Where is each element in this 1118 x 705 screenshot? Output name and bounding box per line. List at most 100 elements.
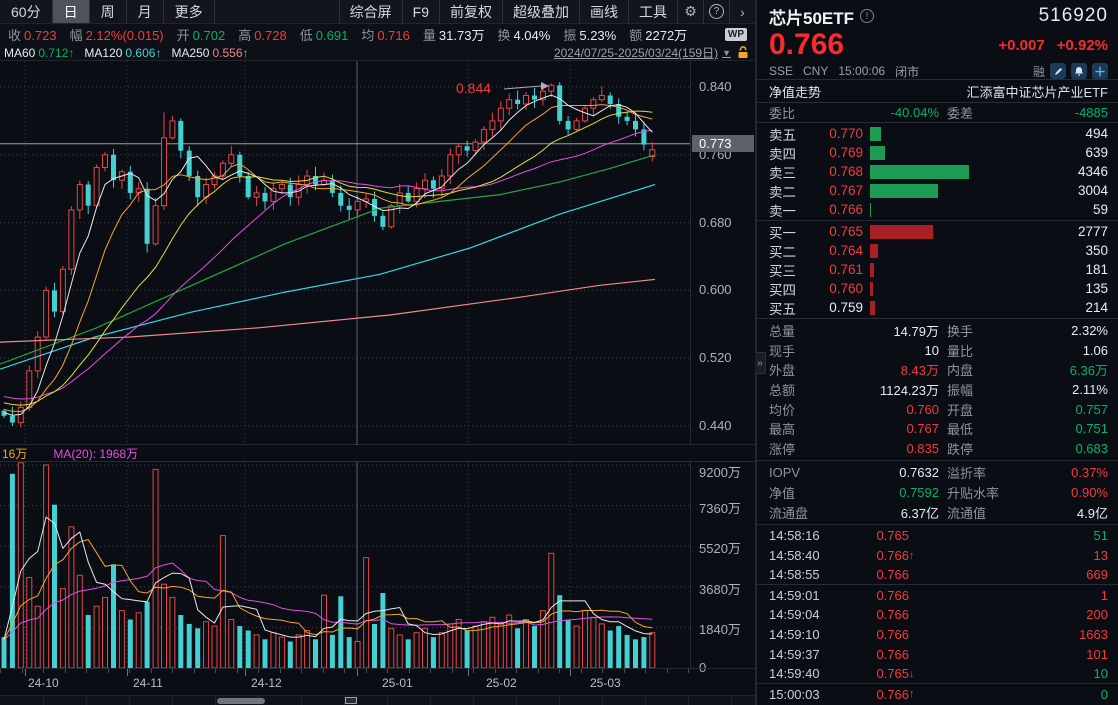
bid-row[interactable]: 买一 0.765 2777	[757, 222, 1118, 241]
bid-level-label: 买二	[769, 244, 796, 260]
period-tabs: 60分日周月更多	[0, 0, 215, 23]
tab-周[interactable]: 周	[90, 0, 127, 23]
quote-item: 量 31.73万	[423, 25, 485, 44]
menu-item-画线[interactable]: 画线	[579, 0, 628, 23]
edit-pencil-icon[interactable]	[1050, 63, 1066, 79]
quote-item: 开 0.702	[177, 25, 226, 44]
stat-value: 4.9亿	[1076, 505, 1108, 521]
bid-price: 0.761	[829, 262, 863, 277]
menu-item-工具[interactable]: 工具	[628, 0, 677, 23]
date-range-text: 2024/07/25-2025/03/24(159日)	[553, 46, 719, 60]
ask-row[interactable]: 卖五 0.770 494	[757, 124, 1118, 143]
ask-volume-bar	[870, 145, 885, 160]
quote-item-label: 额	[629, 28, 643, 43]
add-plus-icon[interactable]: ＋	[1092, 63, 1108, 79]
menu-item-F9[interactable]: F9	[401, 0, 439, 23]
horizontal-scrollbar[interactable]	[0, 695, 755, 705]
scrollbar-thumb[interactable]	[217, 698, 265, 704]
ask-row[interactable]: 卖三 0.768 4346	[757, 162, 1118, 181]
time-axis-label: 24-10	[28, 676, 59, 690]
tab-60分[interactable]: 60分	[0, 0, 53, 23]
ask-row[interactable]: 卖四 0.769 639	[757, 143, 1118, 162]
stat-value: 6.37亿	[900, 505, 939, 521]
date-range-selector[interactable]: 2024/07/25-2025/03/24(159日) ▼	[554, 44, 731, 61]
bid-row[interactable]: 买五 0.759 214	[757, 298, 1118, 317]
ask-level-label: 卖一	[769, 203, 796, 219]
ma-value: 0.556↑	[212, 45, 249, 60]
panel-collapse-handle[interactable]: »	[755, 352, 766, 374]
tab-月[interactable]: 月	[127, 0, 164, 23]
tab-更多[interactable]: 更多	[164, 0, 215, 23]
arrow-up-icon: ↑	[909, 688, 915, 700]
trade-time: 14:59:01	[769, 587, 820, 603]
tab-日[interactable]: 日	[52, 0, 90, 23]
divider	[757, 220, 1118, 221]
menu-item-前复权[interactable]: 前复权	[439, 0, 502, 23]
bid-bar-wrap: 2777	[870, 224, 1108, 239]
stat-value: 0.835	[906, 440, 939, 456]
bid-volume: 135	[1085, 280, 1108, 296]
bid-volume: 350	[1085, 242, 1108, 258]
quote-item-value: 5.23%	[579, 28, 617, 43]
quote-item: 振 5.23%	[563, 25, 616, 44]
quote-item-value: 0.691	[315, 28, 349, 43]
stat-value: 8.43万	[900, 363, 939, 379]
bid-row[interactable]: 买四 0.760 135	[757, 279, 1118, 298]
quote-item-value: 0.728	[254, 28, 287, 43]
volume-chart[interactable]: 9200万 7360万 5520万 3680万 1840万 0	[0, 462, 755, 675]
bid-level-label: 买四	[769, 282, 796, 298]
ask-row[interactable]: 卖二 0.767 3004	[757, 181, 1118, 200]
ask-row[interactable]: 卖一 0.766 59	[757, 200, 1118, 219]
time-axis-label: 25-02	[486, 676, 517, 690]
toolbar-chevron-icon[interactable]: ›	[729, 0, 755, 23]
ma-label: MA250	[171, 45, 210, 60]
trade-time: 14:58:40	[769, 548, 820, 564]
quote-item-value: 2272万	[645, 28, 688, 43]
wp-badge[interactable]: WP	[724, 28, 747, 41]
toolbar-spacer	[215, 0, 339, 23]
trade-row: 14:59:01 0.766 1	[757, 586, 1118, 605]
help-icon[interactable]: ?	[703, 0, 729, 23]
main-candlestick-chart[interactable]: 0.844 0.840 0.760 0.680 0.600 0.520 0.440 0.77…	[0, 60, 755, 445]
stat-label: 均价	[769, 402, 796, 418]
stat-value: 0.683	[1075, 440, 1108, 456]
bid-row[interactable]: 买三 0.761 181	[757, 260, 1118, 279]
stat-value: 1.06	[1082, 342, 1108, 358]
trade-time: 14:58:16	[769, 528, 820, 544]
stat-value: 0.7632	[899, 465, 939, 481]
quote-item: 高 0.728	[238, 25, 287, 44]
volume-ma20-label: MA(20): 1968万	[53, 446, 139, 461]
candlestick-svg: 0.844	[0, 61, 690, 445]
quote-item: 低 0.691	[300, 25, 349, 44]
stat-label: 升贴水率	[947, 485, 1000, 501]
stat-label: 最低	[947, 422, 974, 438]
weibi-value: -40.04%	[890, 105, 939, 120]
price-axis-label: 0.840	[699, 79, 732, 94]
bid-bar-wrap: 214	[870, 300, 1108, 315]
alert-bell-icon[interactable]	[1071, 63, 1087, 79]
settings-gear-icon[interactable]: ⚙	[677, 0, 703, 23]
quote-item: 幅 2.12%(0.015)	[70, 25, 164, 44]
ask-volume: 639	[1085, 144, 1108, 160]
stat-value: 0.767	[906, 421, 939, 437]
trade-row: 15:00:03 0.766 ↑ 0	[757, 685, 1118, 704]
trade-row: 14:58:16 0.765 51	[757, 526, 1118, 545]
bid-row[interactable]: 买二 0.764 350	[757, 241, 1118, 260]
scrollbar-marker[interactable]	[345, 697, 357, 704]
info-icon[interactable]: !	[860, 9, 875, 23]
menu-item-超级叠加[interactable]: 超级叠加	[502, 0, 579, 23]
lock-icon[interactable]	[737, 46, 749, 59]
stat-label: 外盘	[769, 363, 796, 379]
nav-row[interactable]: 净值走势 汇添富中证芯片产业ETF	[757, 80, 1118, 103]
trade-row: 14:59:40 0.765 ↓ 10	[757, 665, 1118, 684]
weibi-label: 委比	[769, 106, 796, 121]
stat-value: 0.757	[1075, 401, 1108, 417]
bid-queue: 买一 0.765 2777 买二 0.764 350 买三 0.761 181 买四 0.760 13…	[757, 221, 1118, 318]
bid-volume-bar	[870, 243, 878, 258]
time-axis-label: 25-01	[382, 676, 413, 690]
stat-label: 振幅	[947, 382, 974, 398]
fund-full-name: 汇添富中证芯片产业ETF	[966, 84, 1108, 100]
svg-text:0.844: 0.844	[456, 80, 491, 96]
nav-left-link[interactable]: 净值走势	[769, 84, 822, 100]
menu-item-综合屏[interactable]: 综合屏	[338, 0, 402, 23]
